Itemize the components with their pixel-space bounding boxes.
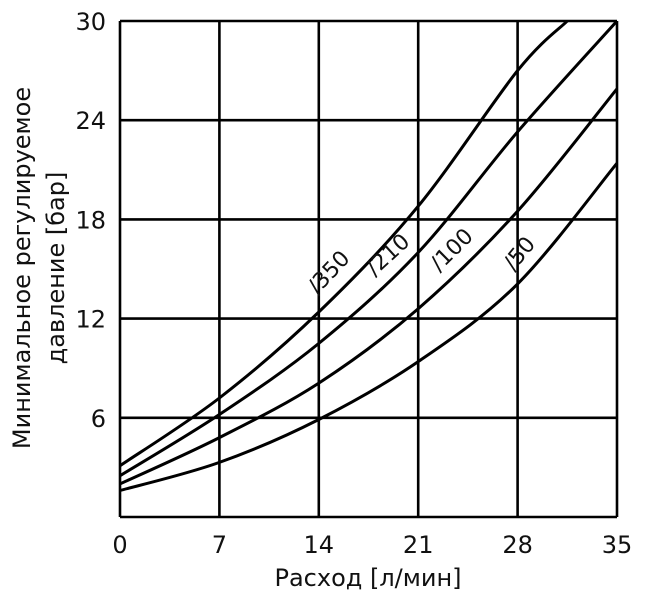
series-label-0: /350 — [303, 246, 355, 299]
y-tick-label: 30 — [75, 8, 106, 36]
x-axis-label: Расход [л/мин] — [274, 564, 461, 592]
x-tick-label: 28 — [502, 531, 533, 559]
series-line-1 — [119, 19, 619, 477]
x-tick-labels: 0 7 14 21 28 35 — [112, 531, 632, 559]
y-axis-label-line-1: Минимальное регулируемое — [8, 87, 36, 449]
series-label-3: /50 — [499, 232, 541, 275]
curve-labels: /350/210/100/50 — [303, 224, 541, 299]
series-line-3 — [119, 162, 619, 492]
series-line-2 — [119, 87, 619, 486]
curves — [119, 19, 619, 492]
grid — [118, 19, 619, 519]
y-axis-label-line-2: давление [бар] — [42, 172, 70, 365]
x-tick-label: 7 — [212, 531, 227, 559]
y-tick-labels: 6 12 18 24 30 — [75, 8, 106, 433]
y-tick-label: 6 — [91, 405, 106, 433]
x-tick-label: 14 — [304, 531, 335, 559]
series-label-2: /100 — [426, 224, 479, 276]
series-label-1: /210 — [362, 229, 415, 281]
y-tick-label: 18 — [75, 206, 106, 234]
series-line-0 — [119, 19, 569, 467]
y-tick-label: 24 — [75, 107, 106, 135]
y-tick-label: 12 — [75, 306, 106, 334]
x-tick-label: 35 — [602, 531, 633, 559]
x-tick-label: 21 — [403, 531, 434, 559]
x-tick-label: 0 — [112, 531, 127, 559]
